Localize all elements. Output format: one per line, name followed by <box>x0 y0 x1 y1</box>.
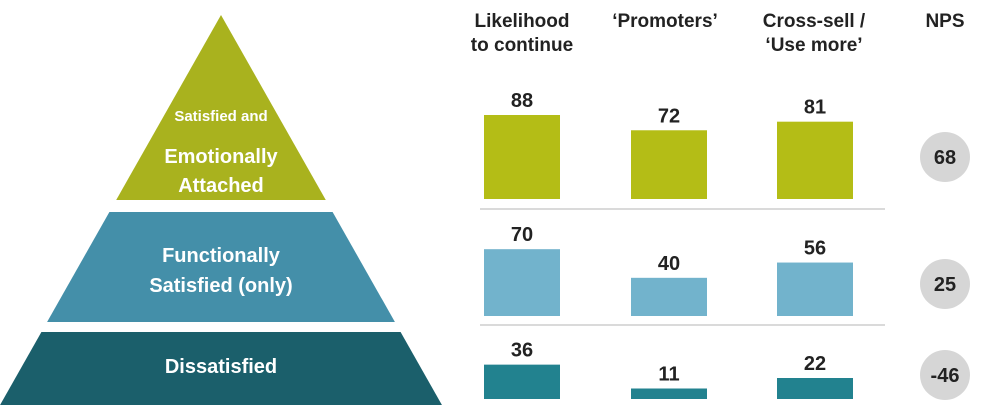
column-header-cross-sell-line1: Cross-sell / <box>762 11 866 32</box>
bar-value-label-tier-2-col-2: 40 <box>658 253 680 275</box>
bar-tier-3-col-1 <box>484 364 560 399</box>
pyramid-tier-1 <box>116 15 326 200</box>
pyramid-tier-1-label-line-2: Emotionally <box>164 146 278 168</box>
pyramid-tier-3-label-line-1: Dissatisfied <box>165 356 277 378</box>
nps-circle-tier-2 <box>920 259 970 309</box>
nps-value-tier-3: -46 <box>931 365 960 387</box>
pyramid-tier-2-label-line-2: Satisfied (only) <box>149 275 292 297</box>
column-header-promoters: ‘Promoters’ <box>603 10 727 34</box>
bar-value-label-tier-2-col-1: 70 <box>511 224 533 246</box>
bar-value-label-tier-1-col-1: 88 <box>511 90 533 112</box>
bar-tier-3-col-2 <box>631 388 707 399</box>
nps-value-tier-1: 68 <box>934 147 956 169</box>
bar-tier-2-col-2 <box>631 277 707 316</box>
column-header-nps: NPS <box>915 10 975 34</box>
column-header-cross-sell-line2: ‘Use more’ <box>765 35 863 56</box>
pyramid-tier-1-label-line-3: Attached <box>178 175 264 197</box>
column-header-likelihood: Likelihood to continue <box>460 10 584 58</box>
bar-value-label-tier-1-col-2: 72 <box>658 105 680 127</box>
bar-tier-1-col-1 <box>484 115 560 199</box>
bar-value-label-tier-3-col-2: 11 <box>658 364 679 386</box>
nps-value-tier-2: 25 <box>934 274 956 296</box>
column-header-likelihood-line2: to continue <box>470 35 574 56</box>
bar-value-label-tier-2-col-3: 56 <box>804 238 826 260</box>
bar-value-label-tier-3-col-1: 36 <box>511 340 533 362</box>
pyramid-tier-2-label-line-1: Functionally <box>162 245 281 267</box>
bar-value-label-tier-1-col-3: 81 <box>804 97 826 119</box>
nps-circle-tier-3 <box>920 350 970 400</box>
bar-tier-2-col-3 <box>777 262 853 316</box>
bar-value-label-tier-3-col-3: 22 <box>804 353 826 375</box>
column-header-nps-label: NPS <box>925 11 965 32</box>
bar-tier-1-col-2 <box>631 130 707 199</box>
bar-tier-2-col-1 <box>484 249 560 316</box>
column-header-cross-sell: Cross-sell / ‘Use more’ <box>752 10 876 58</box>
pyramid-tier-3 <box>0 332 442 405</box>
bar-tier-1-col-3 <box>777 121 853 199</box>
pyramid-tier-1-label-line-1: Satisfied and <box>174 108 267 125</box>
pyramid-tier-2 <box>47 212 395 322</box>
column-header-likelihood-line1: Likelihood <box>474 11 570 32</box>
column-header-promoters-line1: ‘Promoters’ <box>612 11 718 32</box>
nps-circle-tier-1 <box>920 132 970 182</box>
bar-tier-3-col-3 <box>777 378 853 399</box>
